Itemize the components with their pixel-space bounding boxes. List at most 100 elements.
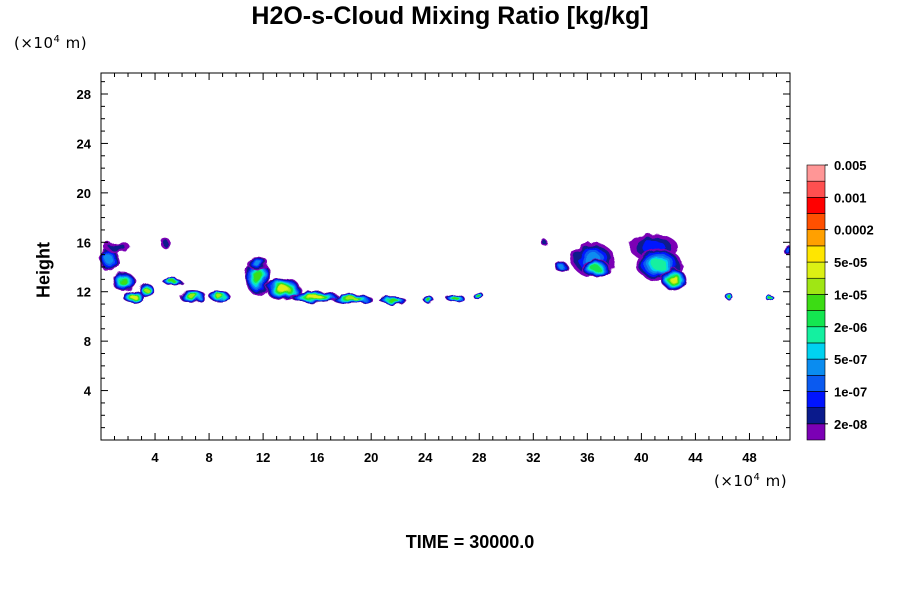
cloud-feature (140, 283, 154, 298)
colorbar-label: 1e-05 (834, 287, 867, 302)
cloud-feature (580, 259, 611, 277)
x-tick-label: 32 (526, 450, 540, 465)
contour-level (670, 276, 678, 283)
colorbar-swatch (806, 358, 826, 376)
contour-level (388, 299, 397, 302)
time-label: TIME = 30000.0 (405, 532, 535, 552)
cloud-feature (725, 293, 734, 300)
cloud-feature (379, 296, 407, 305)
colorbar-swatch (806, 164, 826, 182)
x-unit-suffix: m) (760, 472, 788, 490)
cloud-feature (111, 273, 137, 291)
contour-level (253, 260, 262, 266)
colorbar-label: 1e-07 (834, 384, 867, 399)
colorbar-swatch (806, 213, 826, 231)
x-unit-exponent: 4 (753, 472, 761, 483)
colorbar-swatch (806, 294, 826, 311)
x-tick-label: 44 (688, 450, 703, 465)
contour-level (768, 296, 771, 299)
y-tick-label: 8 (84, 334, 91, 349)
cloud-feature (209, 291, 231, 302)
contour-field (99, 233, 792, 305)
contour-level (346, 297, 359, 301)
y-tick-label: 16 (77, 235, 91, 250)
colorbar-swatch (806, 374, 826, 392)
colorbar-swatch (806, 423, 826, 441)
contour-level (120, 279, 128, 285)
y-tick-label: 28 (77, 87, 91, 102)
contour-level (426, 297, 430, 301)
x-tick-label: 20 (364, 450, 378, 465)
colorbar-swatch (806, 197, 826, 214)
cloud-feature (554, 262, 569, 272)
x-tick-label: 48 (742, 450, 756, 465)
contour-level (144, 288, 149, 293)
contour-level (559, 265, 565, 269)
cloud-feature (472, 291, 484, 300)
x-tick-label: 24 (418, 450, 433, 465)
contour-level (105, 254, 113, 265)
chart-title: H2O-s-Cloud Mixing Ratio [kg/kg] (251, 2, 649, 30)
contour-level (590, 265, 601, 271)
x-tick-label: 28 (472, 450, 486, 465)
contour-level (216, 295, 224, 299)
cloud-feature (290, 290, 339, 303)
colorbar-swatch (806, 277, 826, 295)
x-axis: 4 8 12 16 20 24 28 32 36 40 44 48 (114, 73, 777, 465)
contour-level (108, 244, 126, 251)
x-unit-prefix: (×10 (714, 472, 754, 490)
x-tick-label: 12 (256, 450, 270, 465)
cloud-feature (765, 294, 774, 301)
x-tick-label: 40 (634, 450, 648, 465)
colorbar-label: 0.005 (834, 158, 867, 173)
y-axis: 4 8 12 16 20 24 28 (77, 81, 790, 429)
contour-level (188, 294, 197, 299)
contour-level (253, 271, 262, 283)
x-tick-label: 16 (310, 450, 324, 465)
contour-level (476, 294, 480, 297)
contour-level (278, 286, 289, 293)
cloud-feature (265, 278, 301, 301)
contour-level (727, 295, 731, 298)
colorbar-label: 2e-06 (834, 320, 867, 335)
contour-level (130, 294, 137, 299)
colorbar-swatch (806, 229, 826, 247)
cloud-feature (783, 244, 792, 255)
contour-level (307, 294, 322, 299)
colorbar-swatch (806, 391, 826, 408)
contour-level (452, 296, 458, 300)
plot-frame (100, 72, 791, 441)
colorbar-label: 0.0002 (834, 223, 874, 238)
y-tick-label: 4 (84, 384, 92, 399)
x-tick-label: 8 (205, 450, 212, 465)
colorbar-swatch (806, 326, 826, 344)
cloud-feature (179, 290, 207, 303)
x-tick-label: 4 (151, 450, 159, 465)
colorbar-label: 0.001 (834, 190, 867, 205)
colorbar-swatch (806, 342, 826, 360)
cloud-feature (540, 239, 548, 246)
colorbar-label: 2e-08 (834, 417, 867, 432)
cloud-feature (246, 257, 269, 270)
x-tick-label: 36 (580, 450, 594, 465)
colorbar-swatch (806, 245, 826, 263)
x-unit-label: (×104 m) (714, 472, 787, 490)
cloud-feature (445, 294, 465, 302)
y-unit-suffix: m) (60, 34, 88, 52)
contour-level (542, 240, 547, 245)
cloud-feature (122, 290, 145, 303)
y-tick-label: 24 (77, 136, 92, 151)
colorbar-label: 5e-05 (834, 255, 867, 270)
cloud-feature (332, 294, 373, 305)
cloud-feature (99, 247, 119, 272)
colorbar-swatch (806, 310, 826, 328)
y-unit-label: (×104 m) (14, 34, 87, 52)
y-tick-label: 12 (77, 285, 91, 300)
cloud-feature (163, 278, 183, 286)
contour-level (162, 240, 170, 247)
colorbar-label: 5e-07 (834, 352, 867, 367)
colorbar-swatch (806, 180, 826, 198)
y-tick-label: 20 (77, 186, 91, 201)
contour-level (651, 259, 667, 270)
